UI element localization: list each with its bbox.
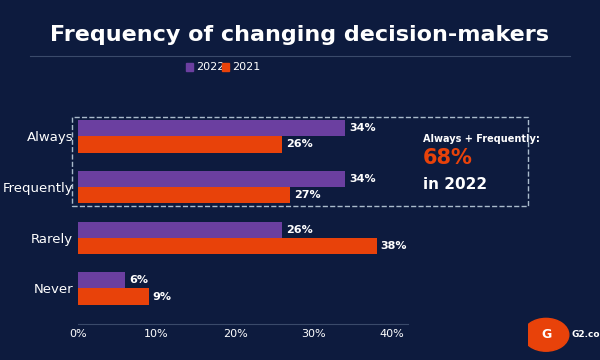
Bar: [78, 221, 282, 238]
Text: 2022: 2022: [196, 62, 224, 72]
Bar: [78, 136, 282, 153]
Text: Frequency of changing decision-makers: Frequency of changing decision-makers: [50, 25, 550, 45]
Bar: [78, 238, 377, 254]
Text: 34%: 34%: [349, 174, 376, 184]
Text: 26%: 26%: [286, 225, 313, 235]
Bar: [78, 120, 345, 136]
Text: 26%: 26%: [286, 139, 313, 149]
Text: in 2022: in 2022: [423, 177, 487, 192]
Bar: [78, 187, 290, 203]
Text: 27%: 27%: [294, 190, 320, 200]
Text: 9%: 9%: [152, 292, 172, 302]
Text: 6%: 6%: [129, 275, 148, 285]
Text: 38%: 38%: [380, 241, 407, 251]
Text: Always + Frequently:: Always + Frequently:: [423, 134, 540, 144]
Text: 2021: 2021: [232, 62, 260, 72]
Bar: [78, 171, 345, 187]
Text: G: G: [541, 328, 551, 341]
Bar: [78, 272, 125, 288]
Bar: [78, 288, 149, 305]
Text: G2.com: G2.com: [571, 330, 600, 339]
Text: 34%: 34%: [349, 123, 376, 133]
Text: 68%: 68%: [423, 148, 473, 168]
Circle shape: [523, 318, 569, 351]
